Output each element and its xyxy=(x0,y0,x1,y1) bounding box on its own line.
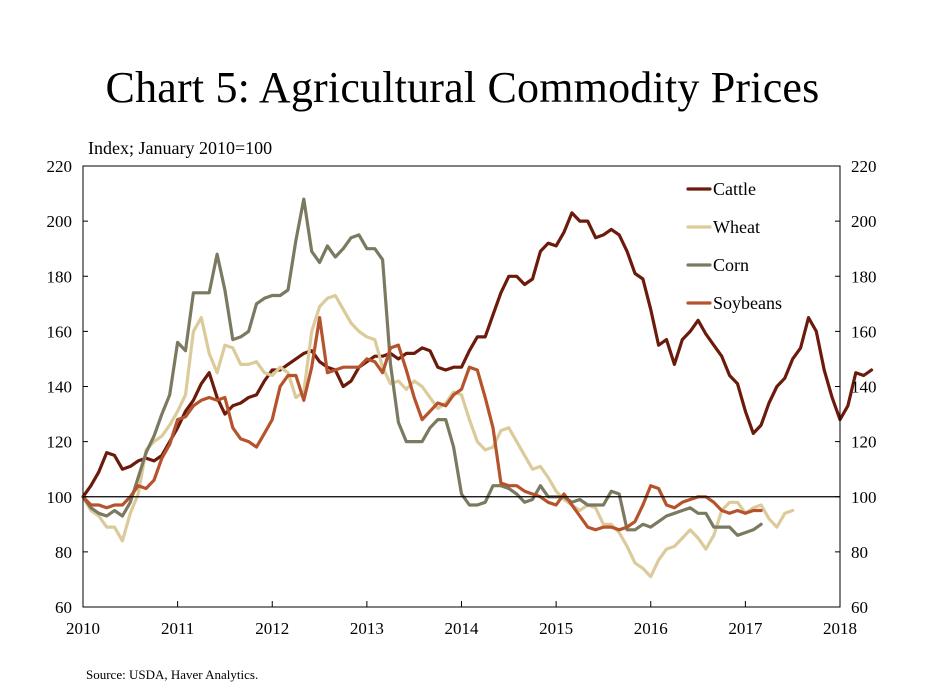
y-tick-label-right: 160 xyxy=(851,322,877,341)
x-tick-label: 2010 xyxy=(66,619,100,638)
y-tick-label-left: 180 xyxy=(47,267,73,286)
legend-label-wheat: Wheat xyxy=(713,217,760,237)
y-tick-label-left: 140 xyxy=(47,378,73,397)
y-tick-label-right: 120 xyxy=(851,433,877,452)
y-tick-label-right: 180 xyxy=(851,267,877,286)
y-tick-label-left: 60 xyxy=(55,598,72,617)
y-axis-label: Index; January 2010=100 xyxy=(88,138,273,158)
y-tick-label-right: 60 xyxy=(851,598,868,617)
chart-title: Chart 5: Agricultural Commodity Prices xyxy=(105,63,820,112)
series-line-corn xyxy=(81,197,763,537)
x-tick-label: 2014 xyxy=(445,619,480,638)
x-tick-label: 2013 xyxy=(350,619,384,638)
x-tick-label: 2017 xyxy=(728,619,763,638)
y-tick-label-left: 80 xyxy=(55,543,72,562)
y-tick-label-left: 220 xyxy=(47,157,73,176)
series-line-cattle xyxy=(81,211,874,499)
series-line-wheat xyxy=(81,293,795,579)
x-tick-label: 2012 xyxy=(255,619,289,638)
x-tick-label: 2015 xyxy=(539,619,573,638)
series-layer xyxy=(81,197,874,579)
y-tick-label-right: 140 xyxy=(851,378,877,397)
y-tick-label-right: 220 xyxy=(851,157,877,176)
source-note: Source: USDA, Haver Analytics. xyxy=(86,667,259,682)
axis-layer: 60 60 80 80 100 100 120 120 140 140 160 160 180 180 20… xyxy=(47,157,877,638)
legend-label-soybeans: Soybeans xyxy=(713,293,782,313)
legend: Cattle Wheat Corn Soybeans xyxy=(686,179,782,313)
legend-label-cattle: Cattle xyxy=(713,179,756,199)
y-tick-label-left: 200 xyxy=(47,212,73,231)
x-tick-label: 2011 xyxy=(161,619,194,638)
y-tick-label-right: 80 xyxy=(851,543,868,562)
y-tick-label-right: 200 xyxy=(851,212,877,231)
y-tick-label-left: 100 xyxy=(47,488,73,507)
x-tick-label: 2016 xyxy=(634,619,668,638)
y-tick-label-left: 120 xyxy=(47,433,73,452)
x-tick-label: 2018 xyxy=(823,619,857,638)
y-tick-label-right: 100 xyxy=(851,488,877,507)
y-tick-label-left: 160 xyxy=(47,322,73,341)
legend-label-corn: Corn xyxy=(713,255,749,275)
series-line-soybeans xyxy=(81,316,763,532)
